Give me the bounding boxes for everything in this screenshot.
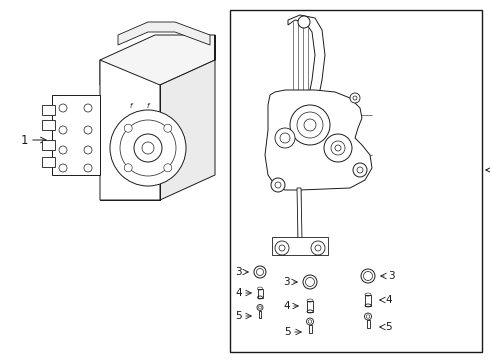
Circle shape xyxy=(59,164,67,172)
Circle shape xyxy=(324,134,352,162)
Polygon shape xyxy=(297,188,302,240)
Bar xyxy=(230,10,482,352)
Circle shape xyxy=(59,146,67,154)
Circle shape xyxy=(164,124,172,132)
Circle shape xyxy=(271,178,285,192)
Circle shape xyxy=(275,241,289,255)
Text: 5: 5 xyxy=(235,311,242,321)
Circle shape xyxy=(254,266,266,278)
Circle shape xyxy=(275,128,295,148)
Polygon shape xyxy=(42,105,55,115)
Circle shape xyxy=(353,96,357,100)
Text: 3: 3 xyxy=(388,271,394,281)
Circle shape xyxy=(315,245,321,251)
Circle shape xyxy=(84,126,92,134)
Circle shape xyxy=(110,110,186,186)
Text: 3: 3 xyxy=(283,277,290,287)
Circle shape xyxy=(134,134,162,162)
Circle shape xyxy=(290,105,330,145)
Bar xyxy=(307,301,313,311)
Text: 4: 4 xyxy=(385,295,392,305)
Circle shape xyxy=(307,318,314,325)
Circle shape xyxy=(305,278,315,287)
Circle shape xyxy=(164,164,172,172)
Bar xyxy=(367,320,369,328)
Circle shape xyxy=(124,124,132,132)
Circle shape xyxy=(280,133,290,143)
Polygon shape xyxy=(160,35,215,200)
Polygon shape xyxy=(42,157,55,167)
Bar xyxy=(365,294,371,306)
Circle shape xyxy=(304,119,316,131)
Text: 1: 1 xyxy=(21,134,28,147)
Polygon shape xyxy=(118,22,210,45)
Circle shape xyxy=(259,306,262,309)
Text: 3: 3 xyxy=(235,267,242,277)
Circle shape xyxy=(142,142,154,154)
Circle shape xyxy=(308,320,312,323)
Circle shape xyxy=(331,141,345,155)
Circle shape xyxy=(59,104,67,112)
Circle shape xyxy=(366,315,370,318)
Circle shape xyxy=(84,164,92,172)
Polygon shape xyxy=(42,120,55,130)
Circle shape xyxy=(275,182,281,188)
Text: f: f xyxy=(130,103,132,109)
Text: 5: 5 xyxy=(385,322,392,332)
Circle shape xyxy=(350,93,360,103)
Circle shape xyxy=(335,145,341,151)
Circle shape xyxy=(364,271,372,280)
Circle shape xyxy=(279,245,285,251)
Circle shape xyxy=(120,120,176,176)
Polygon shape xyxy=(42,140,55,150)
Text: f: f xyxy=(147,103,149,109)
Text: 4: 4 xyxy=(283,301,290,311)
Text: 5: 5 xyxy=(284,327,291,337)
Polygon shape xyxy=(52,95,100,175)
Polygon shape xyxy=(100,60,160,200)
Bar xyxy=(309,325,312,333)
Circle shape xyxy=(297,112,323,138)
Polygon shape xyxy=(265,90,372,190)
Circle shape xyxy=(298,16,310,28)
Polygon shape xyxy=(288,15,325,100)
Circle shape xyxy=(59,126,67,134)
Circle shape xyxy=(357,167,363,173)
Circle shape xyxy=(361,269,375,283)
Circle shape xyxy=(257,305,263,310)
Bar xyxy=(259,310,261,318)
Circle shape xyxy=(124,164,132,172)
Circle shape xyxy=(365,313,371,320)
Polygon shape xyxy=(272,237,328,255)
Circle shape xyxy=(84,146,92,154)
Circle shape xyxy=(84,104,92,112)
Circle shape xyxy=(311,241,325,255)
Text: 4: 4 xyxy=(235,288,242,298)
Circle shape xyxy=(353,163,367,177)
Bar xyxy=(258,288,263,297)
Circle shape xyxy=(256,269,264,275)
Circle shape xyxy=(303,275,317,289)
Polygon shape xyxy=(100,35,215,85)
